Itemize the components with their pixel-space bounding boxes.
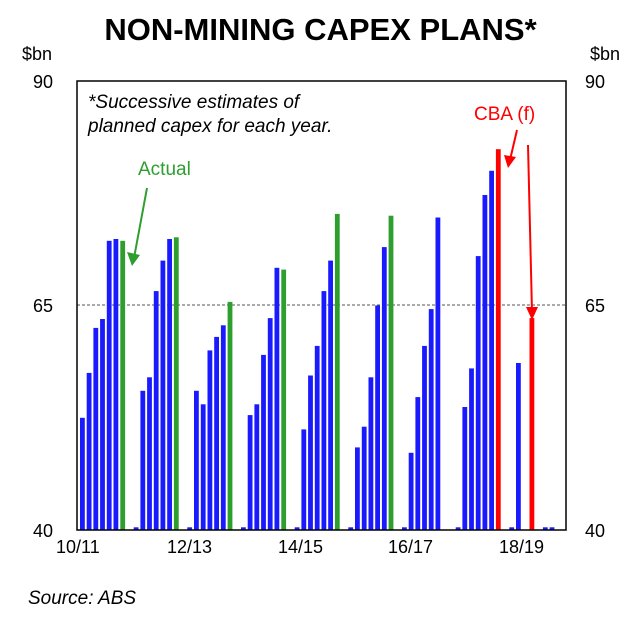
bar-estimate-56: [455, 527, 461, 530]
bar-estimate-25: [247, 415, 253, 530]
arrow-actual-shaft: [133, 187, 148, 259]
arrow-forecast-right-shaft: [527, 144, 533, 313]
bar-forecast-67: [529, 318, 535, 530]
bar-estimate-12: [160, 260, 166, 530]
arrow-forecast-left-shaft: [509, 129, 518, 161]
bar-estimate-44: [375, 305, 380, 530]
bar-estimate-58: [469, 368, 474, 530]
bar-actual-46: [388, 215, 394, 530]
bar-actual-14: [173, 237, 179, 531]
bar-estimate-60: [482, 195, 488, 530]
x-tick-1617: 16/17: [388, 537, 433, 557]
bar-estimate-32: [294, 527, 300, 530]
y-axis-unit-left: $bn: [22, 44, 52, 64]
bar-estimate-70: [549, 527, 555, 530]
bar-estimate-27: [261, 354, 266, 530]
bar-estimate-13: [167, 239, 172, 530]
bar-estimate-8: [133, 527, 139, 530]
bar-estimate-50: [415, 397, 421, 530]
bar-estimate-52: [428, 309, 434, 530]
bar-estimate-28: [267, 318, 273, 530]
bar-estimate-48: [402, 527, 407, 530]
bar-actual-30: [281, 269, 287, 530]
chart-note-line1: *Successive estimates of: [88, 92, 301, 113]
bar-estimate-34: [308, 375, 313, 530]
annotation-forecast: CBA (f): [474, 104, 535, 125]
bar-estimate-65: [516, 363, 521, 530]
bar-estimate-36: [321, 291, 327, 530]
chart-title: NON-MINING CAPEX PLANS*: [104, 12, 537, 47]
arrow-forecast-right-head: [526, 307, 538, 320]
bar-estimate-35: [314, 345, 320, 530]
source-note: Source: ABS: [28, 588, 137, 609]
y-tick-right-40: 40: [585, 521, 605, 541]
bar-estimate-37: [328, 260, 333, 530]
bar-estimate-10: [147, 377, 152, 530]
y-tick-right-90: 90: [585, 72, 605, 92]
bar-actual-22: [227, 301, 233, 530]
x-tick-1819: 18/19: [499, 537, 544, 557]
bar-estimate-16: [187, 527, 193, 530]
annotation-actual: Actual: [138, 159, 191, 180]
bar-actual-38: [334, 213, 340, 530]
bar-estimate-20: [214, 336, 219, 530]
bar-estimate-0: [80, 417, 85, 531]
chart-note-line2: planned capex for each year.: [87, 116, 332, 137]
bar-estimate-17: [194, 390, 199, 530]
bar-estimate-26: [254, 404, 260, 530]
x-tick-1011: 10/11: [56, 537, 100, 557]
arrow-actual-head: [127, 252, 140, 266]
bar-estimate-1: [86, 372, 92, 530]
y-tick-left-65: 65: [33, 296, 53, 316]
bar-estimate-19: [207, 350, 213, 530]
arrow-forecast-left-head: [504, 155, 516, 168]
bar-estimate-33: [301, 429, 307, 530]
x-tick-1213: 12/13: [167, 537, 212, 557]
bar-estimate-18: [200, 404, 206, 530]
bar-estimate-59: [475, 256, 481, 530]
y-tick-left-90: 90: [33, 72, 53, 92]
bar-estimate-61: [489, 170, 494, 531]
bar-estimate-29: [274, 267, 280, 530]
bar-estimate-45: [381, 247, 387, 530]
bar-estimate-64: [509, 527, 515, 530]
bar-estimate-51: [422, 345, 427, 530]
y-axis-unit-right: $bn: [590, 44, 620, 64]
bar-forecast-62: [495, 149, 501, 530]
bar-estimate-53: [435, 217, 441, 530]
bar-estimate-69: [542, 527, 548, 530]
bar-estimate-2: [93, 327, 99, 530]
bar-estimate-21: [220, 325, 226, 530]
bar-estimate-42: [361, 426, 367, 530]
plot-frame: [76, 80, 567, 531]
bar-estimate-24: [241, 527, 246, 530]
bar-estimate-11: [153, 291, 159, 530]
bar-estimate-43: [368, 377, 374, 530]
bar-estimate-41: [355, 447, 360, 530]
bar-estimate-57: [462, 407, 468, 530]
bar-estimate-49: [408, 452, 414, 530]
bar-estimate-3: [100, 319, 105, 530]
bars-group: [80, 149, 555, 531]
bar-estimate-5: [113, 239, 119, 530]
y-tick-left-40: 40: [33, 521, 53, 541]
bar-estimate-40: [348, 527, 354, 530]
chart-note: *Successive estimates of planned capex f…: [87, 92, 332, 137]
y-tick-right-65: 65: [585, 296, 605, 316]
bar-estimate-9: [140, 390, 146, 530]
bar-actual-6: [120, 240, 126, 531]
bar-estimate-4: [106, 240, 112, 531]
x-tick-1415: 14/15: [278, 537, 323, 557]
